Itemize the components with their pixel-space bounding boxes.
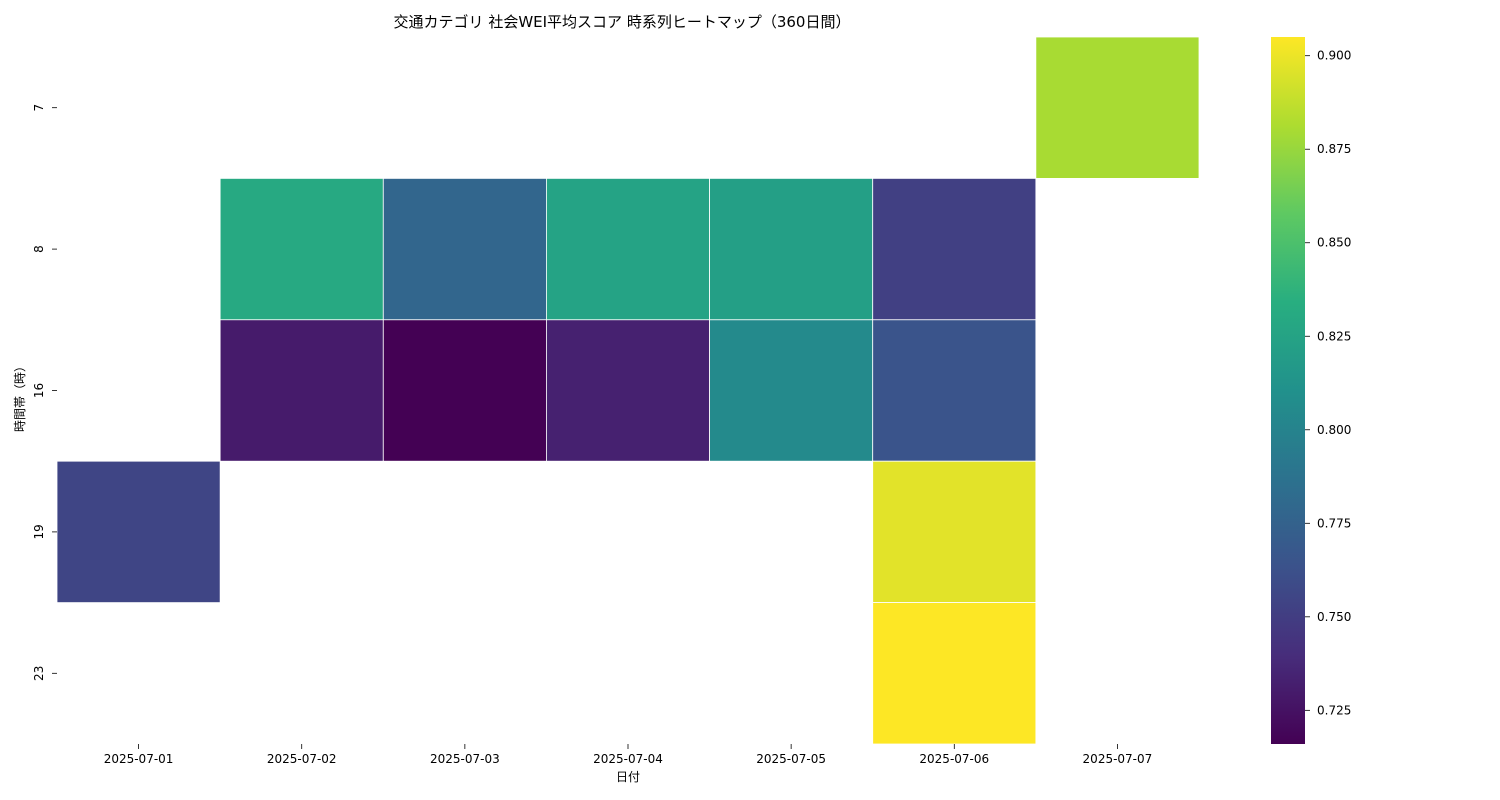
colorbar-tick-label: 0.850 [1317,236,1351,250]
y-axis-label: 時間帯（時） [13,360,27,432]
colorbar-tick-label: 0.725 [1317,703,1351,717]
heatmap-cell [709,319,874,462]
x-tick-label: 2025-07-07 [1083,752,1153,766]
colorbar-tick-label: 0.775 [1317,516,1351,530]
y-tick-label: 7 [32,104,46,112]
y-tick-label: 8 [32,245,46,253]
chart-title: 交通カテゴリ 社会WEI平均スコア 時系列ヒートマップ（360日間） [394,13,851,31]
x-tick-label: 2025-07-04 [593,752,663,766]
y-tick-label: 16 [32,383,46,398]
x-tick-label: 2025-07-03 [430,752,500,766]
x-tick-label: 2025-07-06 [919,752,989,766]
y-axis: 7 8 16 19 23 [32,104,57,681]
colorbar-ticks: 0.725 0.750 0.775 0.800 0.825 0.850 0.875 0.900 [1305,49,1351,717]
colorbar [1271,37,1305,744]
colorbar-tick-label: 0.800 [1317,423,1351,437]
heatmap-cell [219,177,384,321]
heatmap-cell [872,177,1037,321]
heatmap-cell [546,177,710,321]
heatmap-cell [382,177,547,321]
x-tick-label: 2025-07-01 [104,752,174,766]
x-tick-label: 2025-07-05 [756,752,826,766]
colorbar-tick-label: 0.750 [1317,610,1351,624]
colorbar-tick-label: 0.875 [1317,142,1351,156]
x-axis-label: 日付 [616,770,640,784]
heatmap-cell [872,602,1037,745]
heatmap-cell [382,319,547,462]
y-tick-label: 19 [32,524,46,539]
heatmap-cell [872,319,1037,462]
y-tick-label: 23 [32,666,46,681]
colorbar-tick-label: 0.900 [1317,49,1351,63]
heatmap-cell [219,319,384,462]
heatmap-cell [872,460,1037,604]
heatmap-cell [56,460,221,604]
heatmap-cell [709,177,874,321]
heatmap-cells [56,36,1200,745]
x-axis: 2025-07-01 2025-07-02 2025-07-03 2025-07-04… [104,744,1153,766]
colorbar-tick-label: 0.825 [1317,329,1351,343]
heatmap-cell [546,319,710,462]
x-tick-label: 2025-07-02 [267,752,337,766]
heatmap-cell [1035,36,1200,179]
